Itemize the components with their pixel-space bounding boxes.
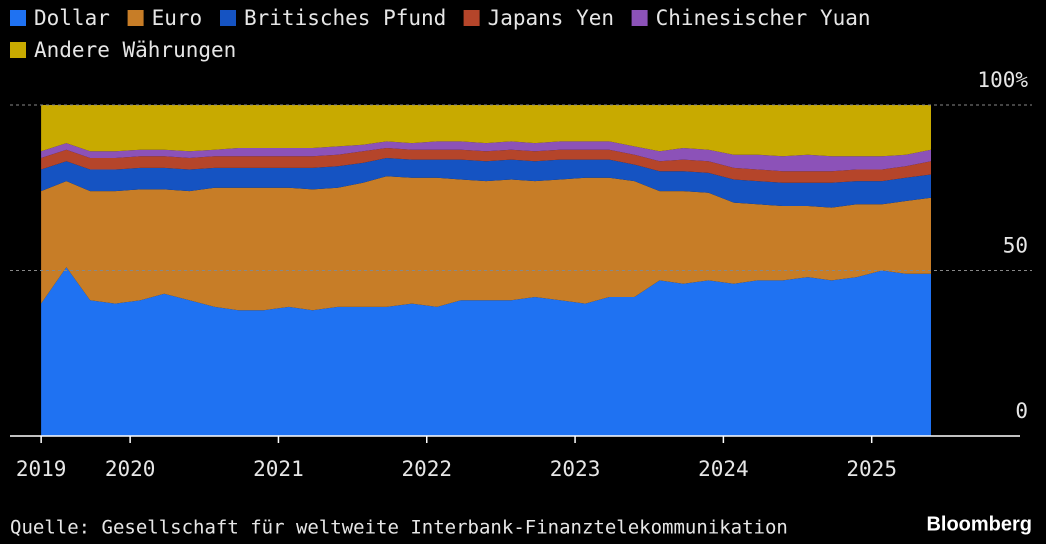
y-tick-label: 0 bbox=[1015, 399, 1028, 423]
area bbox=[41, 158, 932, 208]
legend-label: Chinesischer Yuan bbox=[656, 6, 871, 30]
brand: Bloomberg bbox=[926, 513, 1032, 535]
x-tick-label: 2025 bbox=[846, 457, 897, 481]
area bbox=[41, 176, 932, 311]
x-tick-label: 2023 bbox=[550, 457, 601, 481]
legend-label: Japans Yen bbox=[488, 6, 614, 30]
area bbox=[41, 105, 932, 157]
y-tick-label: 50 bbox=[1003, 234, 1028, 258]
area bbox=[41, 267, 932, 436]
legend-swatch bbox=[220, 10, 236, 26]
legend-swatch bbox=[10, 10, 26, 26]
x-tick-label: 2019 bbox=[16, 457, 67, 481]
source: Quelle: Gesellschaft für weltweite Inter… bbox=[10, 517, 788, 539]
legend-label: Andere Währungen bbox=[34, 38, 236, 62]
legend-swatch bbox=[10, 42, 26, 58]
legend-label: Euro bbox=[152, 6, 203, 30]
area bbox=[41, 148, 932, 183]
legend-swatch bbox=[127, 10, 144, 26]
area bbox=[41, 141, 932, 172]
legend-swatch bbox=[631, 10, 648, 26]
legend-label: Dollar bbox=[34, 6, 110, 30]
legend-swatch bbox=[463, 10, 480, 26]
x-tick-label: 2021 bbox=[253, 457, 304, 481]
x-tick-label: 2020 bbox=[105, 457, 156, 481]
legend-label: Britisches Pfund bbox=[244, 6, 446, 30]
x-tick-label: 2024 bbox=[698, 457, 749, 481]
x-tick-label: 2022 bbox=[401, 457, 452, 481]
y-tick-label: 100% bbox=[977, 68, 1028, 92]
